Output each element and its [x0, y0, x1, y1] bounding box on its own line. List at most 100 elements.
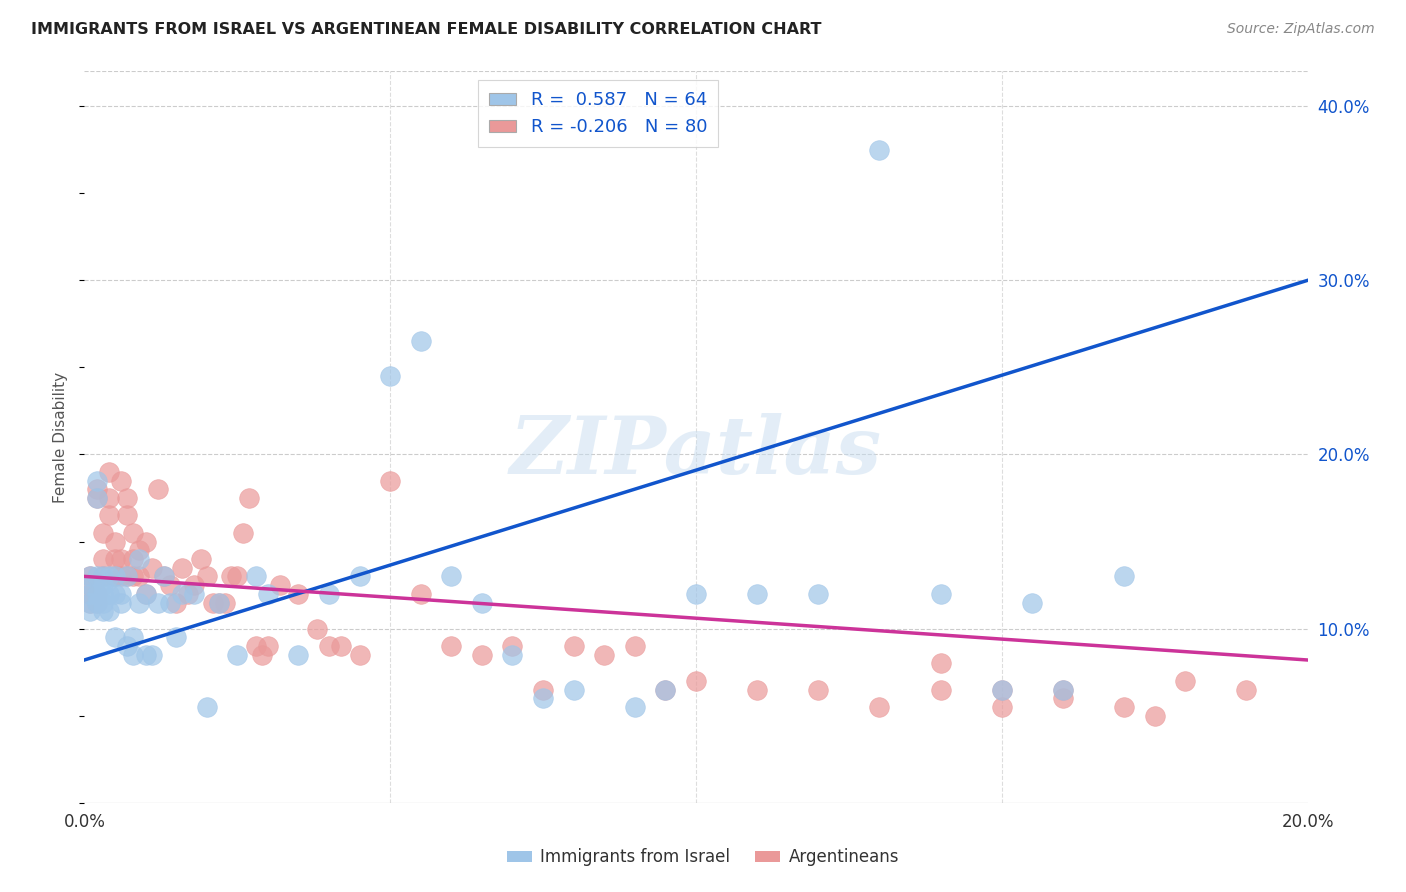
Point	[807, 682, 830, 697]
Point	[1021, 595, 1043, 609]
Point	[201, 595, 224, 609]
Point	[929, 587, 952, 601]
Point	[97, 569, 120, 583]
Point	[79, 587, 101, 601]
Point	[195, 569, 218, 583]
Point	[929, 657, 952, 671]
Point	[86, 587, 108, 601]
Point	[91, 587, 114, 601]
Point	[86, 474, 108, 488]
Point	[115, 569, 138, 583]
Point	[531, 691, 554, 706]
Point	[471, 648, 494, 662]
Point	[305, 622, 328, 636]
Y-axis label: Female Disability: Female Disability	[53, 371, 69, 503]
Point	[685, 673, 707, 688]
Point	[91, 595, 114, 609]
Point	[380, 369, 402, 384]
Point	[349, 569, 371, 583]
Point	[440, 639, 463, 653]
Point	[380, 474, 402, 488]
Point	[208, 595, 231, 609]
Point	[232, 525, 254, 540]
Point	[91, 569, 114, 583]
Point	[97, 508, 120, 523]
Point	[1174, 673, 1197, 688]
Text: IMMIGRANTS FROM ISRAEL VS ARGENTINEAN FEMALE DISABILITY CORRELATION CHART: IMMIGRANTS FROM ISRAEL VS ARGENTINEAN FE…	[31, 22, 821, 37]
Point	[86, 595, 108, 609]
Point	[172, 587, 194, 601]
Point	[219, 569, 242, 583]
Point	[115, 639, 138, 653]
Point	[257, 639, 280, 653]
Point	[79, 569, 101, 583]
Point	[165, 595, 187, 609]
Point	[929, 682, 952, 697]
Point	[409, 587, 432, 601]
Point	[349, 648, 371, 662]
Point	[654, 682, 676, 697]
Point	[122, 569, 145, 583]
Point	[214, 595, 236, 609]
Point	[110, 474, 132, 488]
Point	[97, 465, 120, 479]
Point	[250, 648, 273, 662]
Point	[91, 569, 114, 583]
Point	[86, 569, 108, 583]
Point	[190, 552, 212, 566]
Point	[807, 587, 830, 601]
Point	[86, 587, 108, 601]
Point	[165, 631, 187, 645]
Point	[104, 552, 127, 566]
Legend: Immigrants from Israel, Argentineans: Immigrants from Israel, Argentineans	[501, 842, 905, 873]
Point	[91, 552, 114, 566]
Point	[115, 508, 138, 523]
Point	[110, 587, 132, 601]
Point	[146, 483, 169, 497]
Point	[135, 587, 157, 601]
Point	[208, 595, 231, 609]
Point	[79, 578, 101, 592]
Point	[128, 595, 150, 609]
Point	[122, 631, 145, 645]
Point	[269, 578, 291, 592]
Point	[86, 491, 108, 505]
Point	[128, 543, 150, 558]
Point	[97, 604, 120, 618]
Point	[153, 569, 176, 583]
Point	[318, 639, 340, 653]
Point	[409, 334, 432, 349]
Point	[79, 587, 101, 601]
Point	[104, 569, 127, 583]
Point	[1052, 682, 1074, 697]
Point	[159, 595, 181, 609]
Point	[226, 569, 249, 583]
Point	[330, 639, 353, 653]
Point	[91, 578, 114, 592]
Point	[562, 682, 585, 697]
Point	[471, 595, 494, 609]
Point	[86, 491, 108, 505]
Point	[226, 648, 249, 662]
Point	[141, 560, 163, 574]
Point	[287, 587, 309, 601]
Point	[991, 682, 1014, 697]
Point	[195, 700, 218, 714]
Point	[153, 569, 176, 583]
Point	[91, 525, 114, 540]
Point	[86, 595, 108, 609]
Point	[104, 534, 127, 549]
Point	[869, 700, 891, 714]
Point	[110, 569, 132, 583]
Point	[122, 648, 145, 662]
Point	[747, 587, 769, 601]
Point	[624, 700, 647, 714]
Point	[104, 631, 127, 645]
Point	[141, 648, 163, 662]
Point	[172, 560, 194, 574]
Point	[97, 491, 120, 505]
Point	[1052, 682, 1074, 697]
Text: Source: ZipAtlas.com: Source: ZipAtlas.com	[1227, 22, 1375, 37]
Point	[562, 639, 585, 653]
Point	[115, 491, 138, 505]
